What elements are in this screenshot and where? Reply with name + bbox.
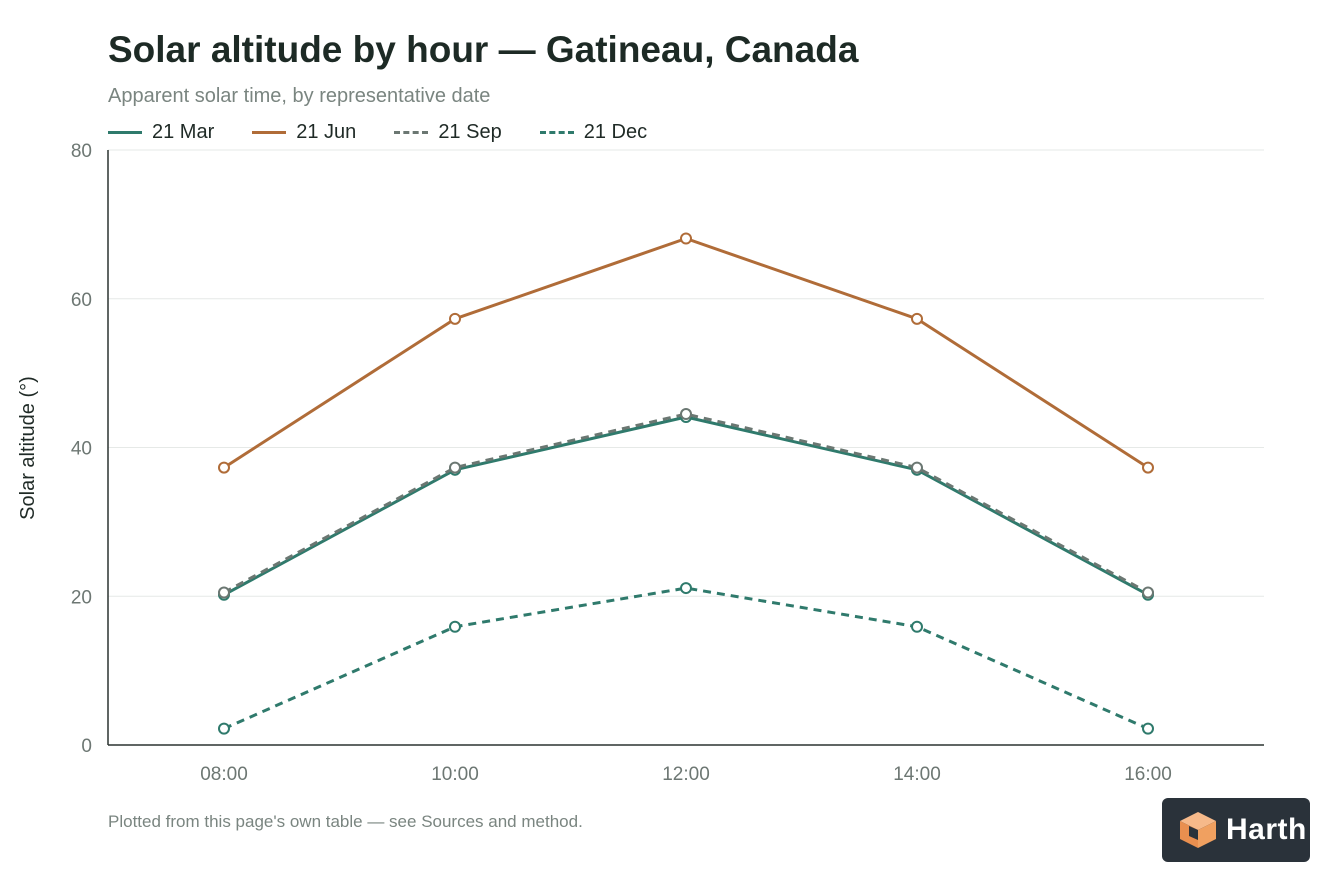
data-point — [449, 620, 461, 633]
cube-logo-icon — [1180, 812, 1216, 848]
x-tick-label: 14:00 — [893, 764, 941, 785]
data-point — [449, 461, 461, 474]
series-line-21-mar — [222, 415, 1150, 597]
legend-item: 21 Mar — [108, 121, 214, 144]
x-tick-label: 10:00 — [431, 764, 479, 785]
y-tick-label: 20 — [71, 587, 92, 608]
data-point — [680, 232, 692, 245]
data-point — [1142, 586, 1154, 599]
legend-label: 21 Mar — [152, 120, 215, 143]
series-line-21-dec — [223, 586, 1149, 731]
y-axis-label: Solar altitude (°) — [17, 376, 39, 520]
data-point — [1142, 722, 1154, 735]
data-point — [911, 312, 923, 325]
legend-label: 21 Jun — [296, 120, 357, 143]
y-tick-label: 0 — [81, 736, 92, 757]
chart-legend: 21 Mar 21 Jun 21 Sep 21 Dec — [108, 120, 685, 144]
legend-swatch — [252, 130, 287, 134]
data-point — [680, 408, 692, 421]
legend-swatch — [539, 130, 574, 134]
data-point — [218, 461, 230, 474]
x-tick-label: 08:00 — [200, 764, 248, 785]
chart-subtitle: Apparent solar time, by representative d… — [108, 85, 491, 107]
legend-swatch — [394, 130, 429, 134]
y-tick-label: 60 — [71, 290, 92, 311]
footnote: Plotted from this page's own table — see… — [108, 812, 583, 831]
legend-label: 21 Sep — [438, 120, 502, 143]
brand-badge[interactable]: Harth — [1162, 798, 1310, 862]
legend-swatch — [108, 130, 142, 134]
y-tick-label: 80 — [71, 141, 92, 162]
series-line-21-jun — [222, 237, 1150, 470]
brand-name: Harth — [1226, 813, 1307, 846]
x-tick-label: 12:00 — [662, 764, 710, 785]
data-point — [911, 620, 923, 633]
data-point — [1142, 461, 1154, 474]
data-point — [218, 586, 230, 599]
data-point — [449, 312, 461, 325]
data-point — [218, 722, 230, 735]
legend-item: 21 Sep — [394, 120, 502, 144]
legend-item: 21 Jun — [252, 121, 356, 144]
y-tick-label: 40 — [71, 439, 92, 460]
series-line-21-sep — [223, 412, 1149, 594]
x-tick-label: 16:00 — [1124, 764, 1172, 785]
data-point — [680, 582, 692, 595]
chart-title: Solar altitude by hour — Gatineau, Canad… — [108, 29, 859, 70]
legend-item: 21 Dec — [539, 120, 648, 144]
data-point — [911, 461, 923, 474]
legend-label: 21 Dec — [583, 120, 648, 143]
